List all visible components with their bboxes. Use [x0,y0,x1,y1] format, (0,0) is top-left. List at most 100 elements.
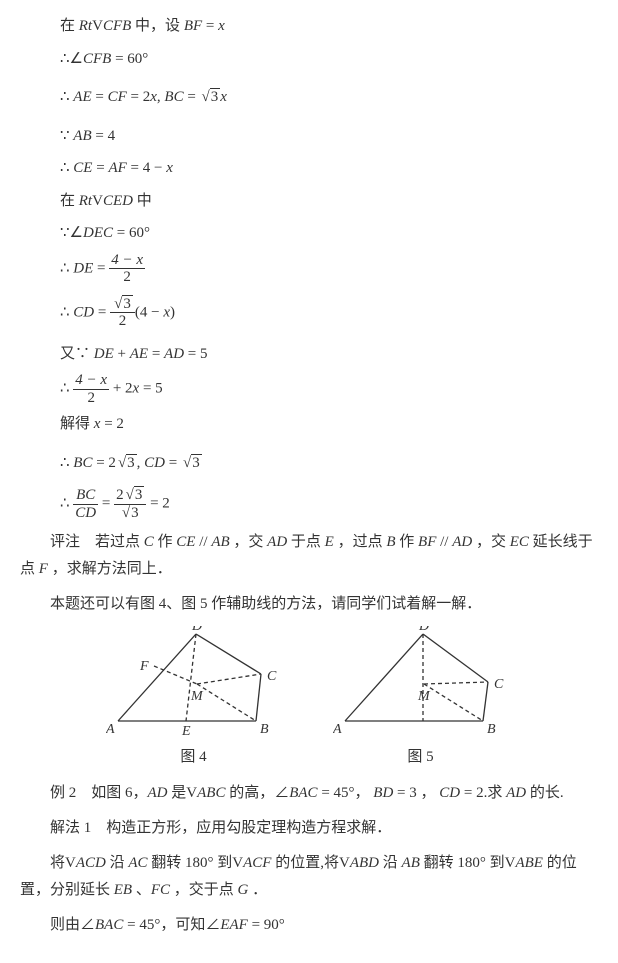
t: 作 [399,534,418,550]
t: AD [148,785,172,801]
figure-row: FEABCDM 图 4 ABCDM 图 5 [20,626,594,772]
t: = 5 [139,380,162,396]
fraction: 32 [110,296,135,330]
t: ，求解方法同上． [52,561,172,577]
line-3: ∴ AE = CF = 2x, BC = 3x [60,83,594,112]
svg-text:B: B [487,722,496,737]
t: V [92,193,103,209]
radicand: 3 [210,88,221,105]
sqrt: 3 [200,83,221,112]
t: BD [373,785,397,801]
t: x [166,160,173,176]
t: 中 [133,193,152,209]
radicand: 3 [134,486,145,503]
t: BC [164,89,183,105]
svg-text:C: C [494,677,504,692]
denominator: 2 [109,268,145,286]
figure-4-svg: FEABCDM [106,626,281,741]
t: // [436,534,452,550]
t: 解法 1 构造正方形，应用勾股定理构造方程求解． [50,820,391,836]
numerator: BC [73,487,98,504]
t: 、 [136,882,151,898]
t: CF [108,89,127,105]
svg-text:F: F [139,659,149,674]
t: ∴ [60,455,73,471]
line-6: 在 RtVCED 中 [60,187,594,216]
t: E [325,534,338,550]
denominator: 2 [73,389,109,407]
t: AB [211,534,233,550]
t: + 2 [109,380,132,396]
t: = 2 [100,416,123,432]
radicand: 3 [130,504,141,521]
t: AB [402,855,424,871]
svg-text:D: D [191,626,202,634]
t: 本题还可以有图 4、图 5 作辅助线的方法，请同学们试着解一解． [50,596,481,612]
line-7: ∵∠DEC = 60° [60,219,594,248]
t: = [184,89,200,105]
t: AF [108,160,126,176]
t: V [92,18,103,34]
svg-text:M: M [417,689,431,704]
line-8: ∴ DE = 4 − x2 [60,252,594,286]
t: = 5 [184,346,207,362]
t: AD [506,785,530,801]
t: 作 [158,534,177,550]
t: ，交 [476,534,510,550]
t: = 4 [92,128,115,144]
t: ABC [197,785,229,801]
t: 评注 若过点 [50,534,144,550]
t: = [93,260,109,276]
denominator: 2 [110,312,135,330]
t: Rt [79,18,92,34]
t: V [339,855,350,871]
t: V [65,855,76,871]
t: ∴ [60,89,73,105]
figure-4-label: 图 4 [106,743,281,772]
t: 的位置,将 [275,855,339,871]
svg-text:C: C [267,669,277,684]
line-5: ∴ CE = AF = 4 − x [60,154,594,183]
t: ∵∠ [60,225,83,241]
t: BC [73,455,92,471]
t: 在 [60,18,79,34]
t: BF [418,534,436,550]
t: ∴ [60,304,73,320]
solution-1: 解法 1 构造正方形，应用勾股定理构造方程求解． [20,815,594,842]
t: CD [73,304,94,320]
t: CED [103,193,133,209]
t: 2 [116,487,124,503]
t: V [186,785,197,801]
t: EAF [220,917,251,933]
line-9: ∴ CD = 32(4 − x) [60,296,594,330]
t: ∴ [60,380,73,396]
line-13: ∴ BC = 23, CD = 3 [60,449,594,478]
t: CE [176,534,195,550]
t: 翻转 180° 到 [151,855,232,871]
t: ∵ [60,128,73,144]
t: // [195,534,211,550]
t: ACF [243,855,275,871]
t: AE [130,346,148,362]
t: = [165,455,181,471]
t: ∴ [60,260,73,276]
sqrt: 3 [116,449,137,478]
t: CFB [83,51,111,67]
sqrt: 3 [181,449,202,478]
figure-4: FEABCDM 图 4 [106,626,281,772]
example-2: 例 2 如图 6，AD 是VABC 的高，∠BAC = 45°， BD = 3 … [20,780,594,807]
t: 翻转 180° 到 [424,855,505,871]
t: BF [184,18,202,34]
t: ACD [76,855,110,871]
t: F [39,561,52,577]
t: ∴∠ [60,51,83,67]
t: 于点 [291,534,325,550]
t: = 2 [92,455,115,471]
solution-1-body-2: 则由∠BAC = 45°，可知∠EAF = 90° [20,912,594,939]
t: (4 − [135,304,163,320]
fraction: 4 − x2 [73,372,109,406]
svg-text:B: B [260,722,269,737]
t: FC [151,882,174,898]
t: DEC [83,225,113,241]
remark-paragraph: 评注 若过点 C 作 CE // AB ，交 AD 于点 E ，过点 B 作 B… [20,529,594,583]
